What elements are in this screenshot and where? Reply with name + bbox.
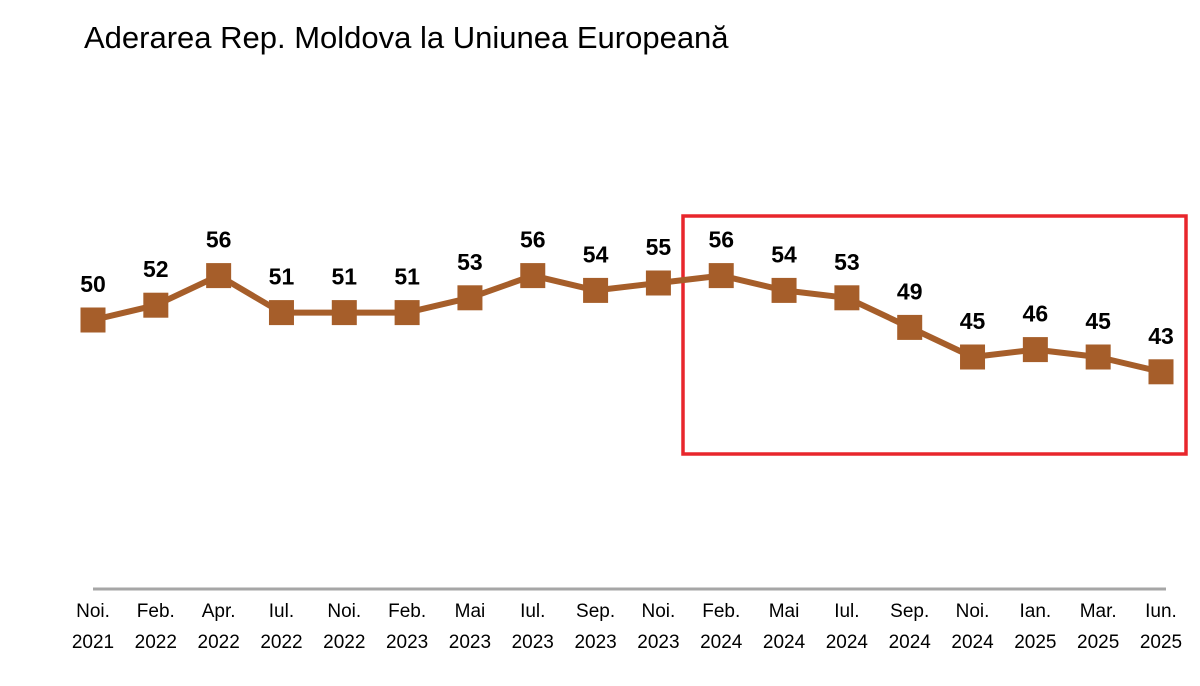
data-point-marker — [520, 263, 546, 289]
x-tick-label: 2024 — [951, 632, 994, 653]
x-tick-label: 2023 — [637, 632, 679, 653]
data-point-marker — [708, 263, 734, 289]
data-point-marker — [143, 292, 169, 318]
data-point-marker — [834, 285, 860, 311]
data-label: 51 — [269, 264, 295, 290]
x-tick-label: 2022 — [135, 632, 177, 653]
data-point-marker — [1085, 344, 1111, 370]
x-tick-label: Apr. — [202, 601, 236, 622]
data-point-marker — [1022, 337, 1048, 363]
data-point-marker — [331, 300, 357, 326]
data-label: 54 — [583, 241, 609, 267]
x-tick-label: 2022 — [198, 632, 240, 653]
x-tick-label: 2023 — [386, 632, 428, 653]
x-tick-label: Feb. — [388, 601, 426, 622]
x-tick-label: Feb. — [702, 601, 740, 622]
x-tick-label: 2021 — [72, 632, 114, 653]
x-tick-label: 2025 — [1014, 632, 1056, 653]
data-label: 54 — [771, 241, 797, 267]
data-labels: 50 52 56 51 51 51 53 56 54 55 56 54 53 49 45 46 45 43 — [80, 227, 1174, 349]
data-label: 50 — [80, 271, 106, 297]
data-point-marker — [457, 285, 483, 311]
x-tick-label: Noi. — [327, 601, 361, 622]
highlight-box — [681, 214, 1188, 456]
data-point-marker — [960, 344, 986, 370]
data-label: 53 — [457, 249, 483, 275]
data-point-marker — [771, 277, 797, 303]
x-tick-label: 2024 — [700, 632, 743, 653]
x-tick-label: Noi. — [76, 601, 110, 622]
x-tick-label: 2025 — [1140, 632, 1182, 653]
x-tick-label: 2024 — [826, 632, 869, 653]
x-tick-label: Iul. — [834, 601, 859, 622]
x-tick-label: Mai — [769, 601, 800, 622]
data-point-marker — [897, 314, 923, 340]
x-tick-label: Noi. — [956, 601, 990, 622]
data-label: 55 — [646, 234, 672, 260]
data-point-marker — [583, 277, 609, 303]
data-point-marker — [394, 300, 420, 326]
data-label: 45 — [1085, 308, 1111, 334]
data-label: 51 — [394, 264, 420, 290]
x-tick-label: Iul. — [269, 601, 294, 622]
x-tick-label: Mai — [455, 601, 486, 622]
series-line — [92, 272, 1162, 375]
x-tick-label: Iul. — [520, 601, 545, 622]
x-tick-labels: Noi. 2021 Feb. 2022 Apr. 2022 Iul. 2022 Noi. 2022… — [72, 601, 1182, 653]
x-tick-label: 2023 — [574, 632, 616, 653]
x-tick-label: 2023 — [512, 632, 554, 653]
data-point-marker — [268, 300, 294, 326]
data-label: 45 — [960, 308, 986, 334]
x-tick-label: Feb. — [137, 601, 175, 622]
data-point-marker — [206, 263, 232, 289]
data-label: 46 — [1023, 301, 1049, 327]
data-point-marker — [1148, 359, 1174, 385]
data-label: 52 — [143, 256, 169, 282]
x-tick-label: Sep. — [890, 601, 929, 622]
data-label: 56 — [708, 227, 734, 253]
x-tick-label: 2025 — [1077, 632, 1119, 653]
x-tick-label: Ian. — [1020, 601, 1052, 622]
x-tick-label: 2024 — [763, 632, 806, 653]
data-label: 56 — [206, 227, 232, 253]
data-label: 51 — [331, 264, 357, 290]
chart-title: Aderarea Rep. Moldova la Uniunea Europea… — [84, 20, 729, 55]
data-label: 53 — [834, 249, 860, 275]
data-label: 43 — [1148, 323, 1174, 349]
data-point-marker — [80, 307, 106, 333]
x-tick-label: Sep. — [576, 601, 615, 622]
x-tick-label: 2022 — [260, 632, 302, 653]
x-tick-label: Mar. — [1080, 601, 1117, 622]
x-tick-label: Iun. — [1145, 601, 1177, 622]
x-tick-label: 2024 — [889, 632, 932, 653]
data-label: 49 — [897, 278, 923, 304]
data-label: 56 — [520, 227, 546, 253]
data-point-marker — [645, 270, 671, 296]
x-tick-label: 2023 — [449, 632, 491, 653]
markers — [80, 263, 1174, 385]
x-tick-label: 2022 — [323, 632, 365, 653]
x-tick-label: Noi. — [642, 601, 676, 622]
